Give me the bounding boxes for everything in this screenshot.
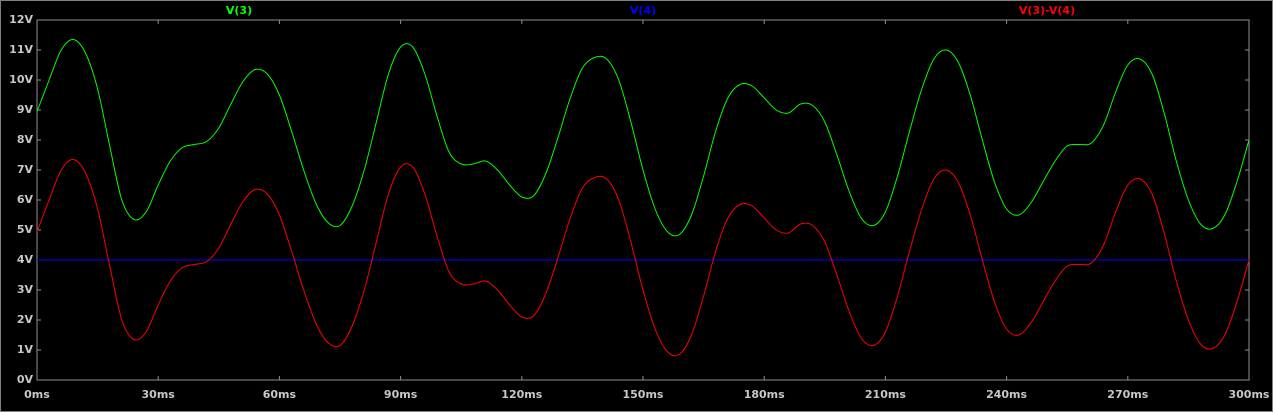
y-tick-label: 12V xyxy=(9,13,33,26)
legend-label: V(3)-V(4) xyxy=(1019,4,1075,17)
y-tick-label: 11V xyxy=(9,43,33,56)
legend-label: V(4) xyxy=(630,4,656,17)
x-tick-label: 90ms xyxy=(384,388,418,401)
y-tick-label: 1V xyxy=(17,343,34,356)
y-tick-label: 6V xyxy=(17,193,34,206)
series-line xyxy=(36,38,1250,237)
x-tick-label: 30ms xyxy=(142,388,176,401)
y-tick-label: 10V xyxy=(9,73,33,86)
y-tick-label: 8V xyxy=(17,133,34,146)
y-tick-label: 5V xyxy=(17,223,34,236)
x-tick-label: 300ms xyxy=(1229,388,1270,401)
x-tick-label: 0ms xyxy=(24,388,50,401)
y-tick-label: 9V xyxy=(17,103,34,116)
x-tick-label: 120ms xyxy=(501,388,542,401)
y-tick-label: 7V xyxy=(17,163,34,176)
y-tick-label: 3V xyxy=(17,283,34,296)
series-line xyxy=(36,158,1250,357)
x-tick-label: 180ms xyxy=(744,388,785,401)
y-tick-label: 2V xyxy=(17,313,34,326)
x-tick-label: 60ms xyxy=(263,388,297,401)
x-tick-label: 210ms xyxy=(865,388,906,401)
x-tick-label: 150ms xyxy=(623,388,664,401)
y-tick-label: 4V xyxy=(17,253,34,266)
x-tick-label: 270ms xyxy=(1107,388,1148,401)
x-tick-label: 240ms xyxy=(986,388,1027,401)
y-tick-label: 0V xyxy=(17,373,34,386)
legend-label: V(3) xyxy=(226,4,252,17)
